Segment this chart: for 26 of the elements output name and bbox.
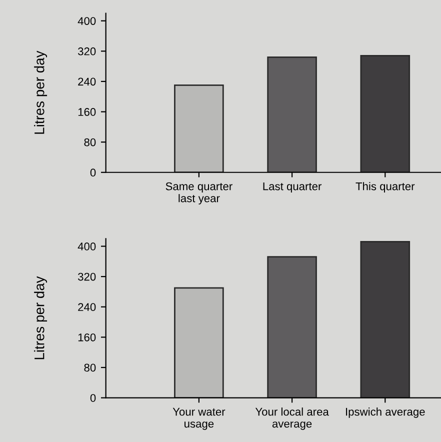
y-tick-label: 0 [90, 394, 96, 402]
bar [174, 84, 224, 172]
y-axis-title: Litres per day [34, 50, 48, 134]
y-tick-label: 400 [78, 17, 96, 25]
y-axis-title: Litres per day [34, 276, 48, 360]
y-tick-label: 80 [84, 364, 96, 372]
x-tick-label: Your water usage [172, 408, 226, 430]
y-tick-label: 80 [84, 138, 96, 146]
y-tick-label: 160 [78, 333, 96, 342]
y-tick-label: 240 [78, 303, 96, 312]
x-tick-label: Your local area average [255, 408, 329, 430]
bar [267, 256, 317, 398]
y-tick-label: 240 [78, 78, 96, 86]
x-tick-label: Last quarter [263, 182, 322, 192]
y-tick-label: 0 [90, 168, 96, 177]
bar [360, 241, 410, 398]
x-tick-label: Ipswich average [346, 408, 425, 418]
x-tick-label: This quarter [356, 182, 415, 192]
y-tick-label: 160 [78, 108, 96, 116]
x-tick-label: Same quarter last year [166, 182, 232, 204]
y-tick-label: 400 [78, 242, 96, 250]
bar [267, 56, 317, 172]
bar [174, 287, 224, 398]
y-tick-label: 320 [78, 272, 96, 281]
bar [360, 54, 410, 172]
y-tick-label: 320 [78, 47, 96, 56]
